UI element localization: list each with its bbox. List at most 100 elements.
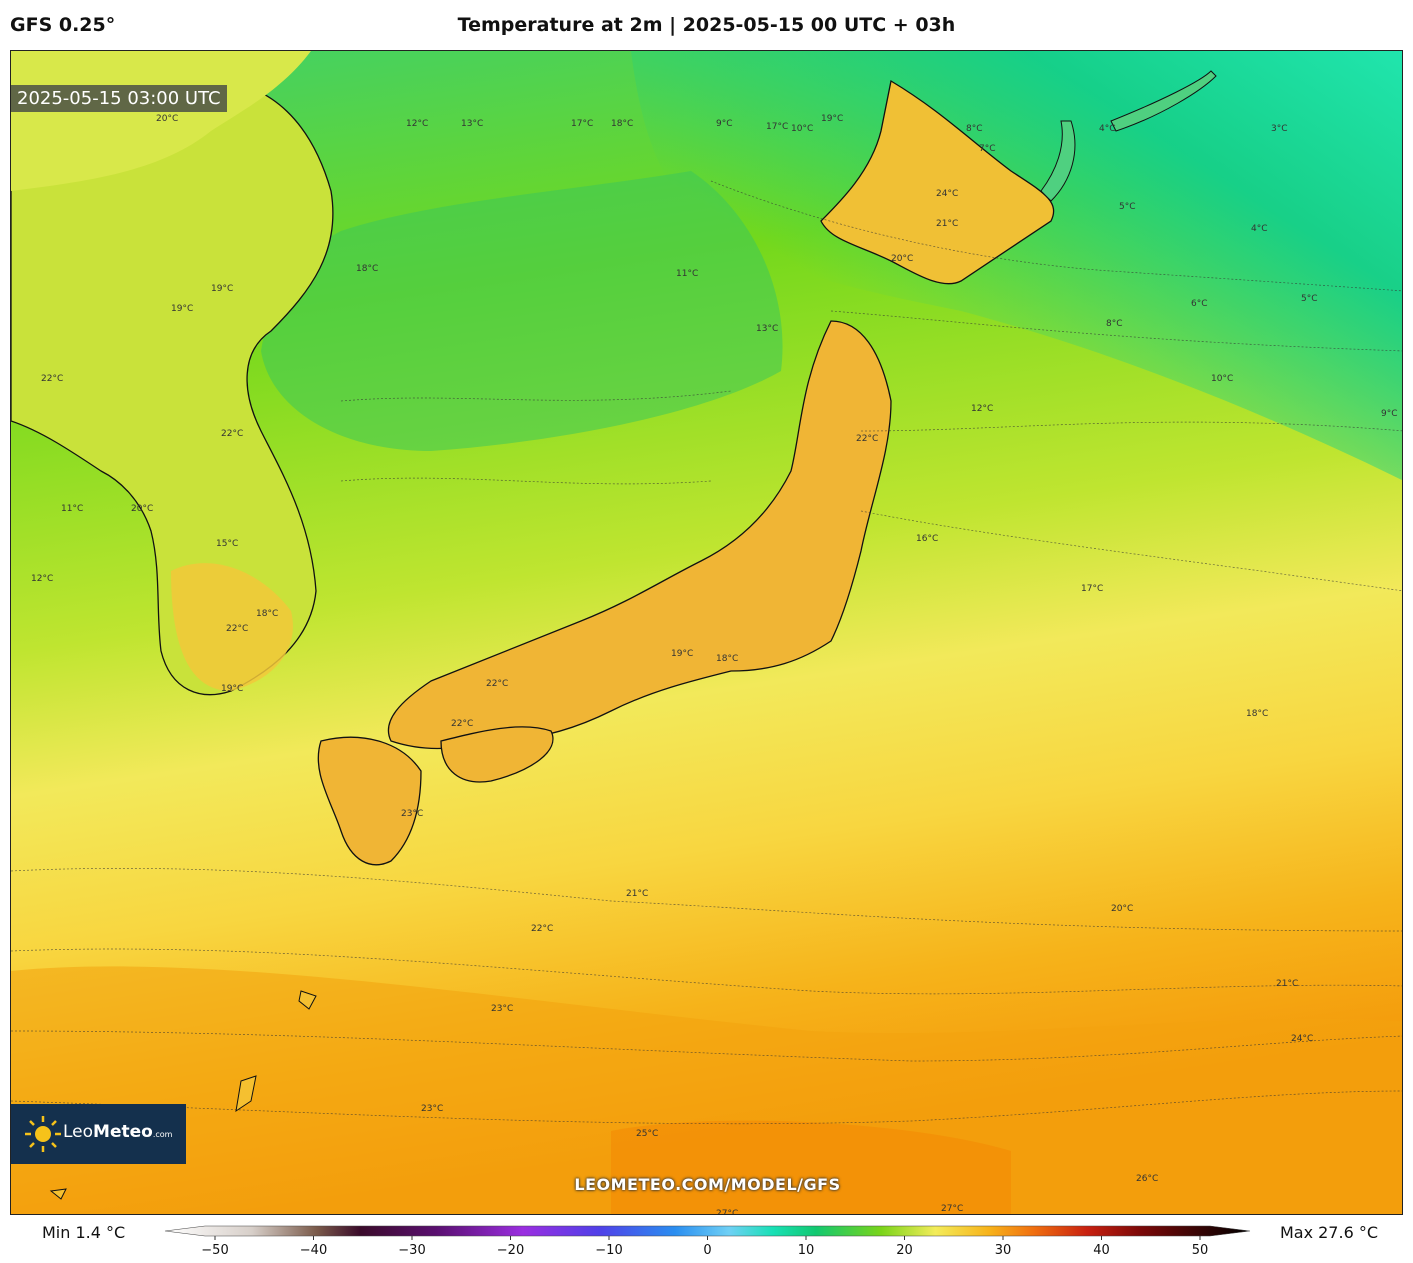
isotherm-label: 20°C [156, 114, 178, 124]
cold-region [631, 51, 1402, 481]
isotherm-label: 19°C [221, 684, 243, 694]
isotherm-label: 17°C [1081, 584, 1103, 594]
isotherm-label: 21°C [626, 889, 648, 899]
isotherm-label: 12°C [31, 574, 53, 584]
isotherm-label: 3°C [1271, 124, 1288, 134]
isotherm-label: 5°C [1119, 202, 1136, 212]
isotherm-label: 12°C [971, 404, 993, 414]
isotherm-label: 27°C [716, 1209, 738, 1215]
colorbar: −50 −40 −30 −20 −10 0 10 20 30 40 50 [164, 1225, 1251, 1258]
sea-of-japan-field [261, 171, 783, 451]
isotherm-label: 13°C [461, 119, 483, 129]
colorbar-tick-label: 30 [995, 1243, 1012, 1258]
isotherm-label: 22°C [451, 719, 473, 729]
isotherm-label: 27°C [941, 1204, 963, 1214]
sun-icon [25, 1116, 61, 1152]
isotherm-label: 24°C [1291, 1034, 1313, 1044]
isotherm-label: 13°C [756, 324, 778, 334]
kuril-island [1040, 120, 1076, 202]
isotherm-label: 22°C [856, 434, 878, 444]
map-title: Temperature at 2m | 2025-05-15 00 UTC + … [457, 14, 956, 36]
isotherm-label: 22°C [531, 924, 553, 934]
model-name: GFS 0.25° [10, 14, 116, 36]
isotherm-label: 16°C [916, 534, 938, 544]
colorbar-tick-label: 10 [798, 1243, 815, 1258]
isotherm-label: 12°C [406, 119, 428, 129]
isotherm-label: 23°C [491, 1004, 513, 1014]
isotherm-label: 18°C [256, 609, 278, 619]
isotherm-label: 15°C [216, 539, 238, 549]
isotherm-label: 7°C [979, 144, 996, 154]
hot-patch [611, 1120, 1011, 1214]
isotherm-label: 20°C [131, 504, 153, 514]
shikoku [440, 726, 554, 783]
isotherm-label: 18°C [1246, 709, 1268, 719]
isotherm-label: 23°C [401, 809, 423, 819]
leometeo-logo[interactable]: LeoMeteo.com [11, 1104, 186, 1164]
colorbar-tick-label: −40 [300, 1243, 327, 1258]
watermark-url[interactable]: LEOMETEO.COM/MODEL/GFS [574, 1175, 841, 1194]
map-canvas: 20°C 12°C 13°C 17°C 18°C 19°C17°C 10°C9°C 8°C7°… [11, 51, 1402, 1215]
colorbar-tick-label: 20 [896, 1243, 913, 1258]
isotherm-label: 24°C [936, 189, 958, 199]
colorbar-tick-label: 40 [1093, 1243, 1110, 1258]
isotherm-label: 19°C [211, 284, 233, 294]
colorbar-tick-label: 50 [1192, 1243, 1209, 1258]
okinawa [235, 1075, 257, 1113]
isotherm-label: 18°C [611, 119, 633, 129]
isotherm-label: 8°C [966, 124, 983, 134]
isotherm-label: 26°C [1136, 1174, 1158, 1184]
colorbar-tick-label: −20 [497, 1243, 524, 1258]
isotherm-label: 18°C [716, 654, 738, 664]
isotherm-label: 22°C [221, 429, 243, 439]
max-temperature: Max 27.6 °C [1279, 1223, 1378, 1242]
warm-south-field [11, 966, 1402, 1214]
ryukyu-island [298, 990, 317, 1010]
colorbar-strip [164, 1225, 1251, 1237]
isotherm-label: 8°C [1106, 319, 1123, 329]
isotherm-label: 17°C [766, 122, 788, 132]
isotherm-label: 19°C [171, 304, 193, 314]
isotherm-label: 25°C [636, 1129, 658, 1139]
isotherm-label: 21°C [1276, 979, 1298, 989]
isotherm-label: 9°C [1381, 409, 1398, 419]
isotherm-label: 4°C [1099, 124, 1116, 134]
ryukyu-island [49, 1188, 67, 1200]
isotherm-label: 21°C [936, 219, 958, 229]
isotherm-label: 5°C [1301, 294, 1318, 304]
isotherm-labels: 20°C 12°C 13°C 17°C 18°C 19°C17°C 10°C9°C 8°C7°… [31, 114, 1398, 1215]
isotherm-label: 23°C [421, 1104, 443, 1114]
isotherm-label: 22°C [41, 374, 63, 384]
isotherm-label: 22°C [486, 679, 508, 689]
colorbar-tick-label: 0 [703, 1243, 711, 1258]
isotherm-label: 19°C [671, 649, 693, 659]
isotherm-label: 19°C [821, 114, 843, 124]
kyushu [317, 736, 422, 866]
isotherm-label: 6°C [1191, 299, 1208, 309]
colorbar-tick-label: −50 [201, 1243, 228, 1258]
isotherm-label: 17°C [571, 119, 593, 129]
isotherm-label: 11°C [676, 269, 698, 279]
isotherm-label: 10°C [791, 124, 813, 134]
isotherm-label: 20°C [1111, 904, 1133, 914]
valid-time-stamp: 2025-05-15 03:00 UTC [11, 85, 227, 112]
logo-text: LeoMeteo.com [63, 1122, 173, 1142]
hokkaido [820, 79, 1055, 285]
isotherm-label: 10°C [1211, 374, 1233, 384]
isotherm-label: 18°C [356, 264, 378, 274]
kuril-island [1110, 70, 1217, 132]
isotherm-label: 20°C [891, 254, 913, 264]
isotherm-label: 26°C [251, 1214, 273, 1215]
isotherm-label: 22°C [226, 624, 248, 634]
isotherm-label: 11°C [61, 504, 83, 514]
isotherm-contours [11, 180, 1402, 1125]
isotherm-label: 9°C [716, 119, 733, 129]
isotherm-label: 4°C [1251, 224, 1268, 234]
min-temperature: Min 1.4 °C [42, 1223, 126, 1242]
korea-china-landmass [11, 80, 334, 696]
colorbar-tick-label: −30 [398, 1243, 425, 1258]
colorbar-tick-label: −10 [595, 1243, 622, 1258]
temperature-map[interactable]: 20°C 12°C 13°C 17°C 18°C 19°C 17°C 10°C 9°C 8°C 7°… [10, 50, 1403, 1215]
colorbar-ticks: −50 −40 −30 −20 −10 0 10 20 30 40 50 [201, 1236, 1208, 1258]
korea-warm-area [171, 563, 293, 691]
